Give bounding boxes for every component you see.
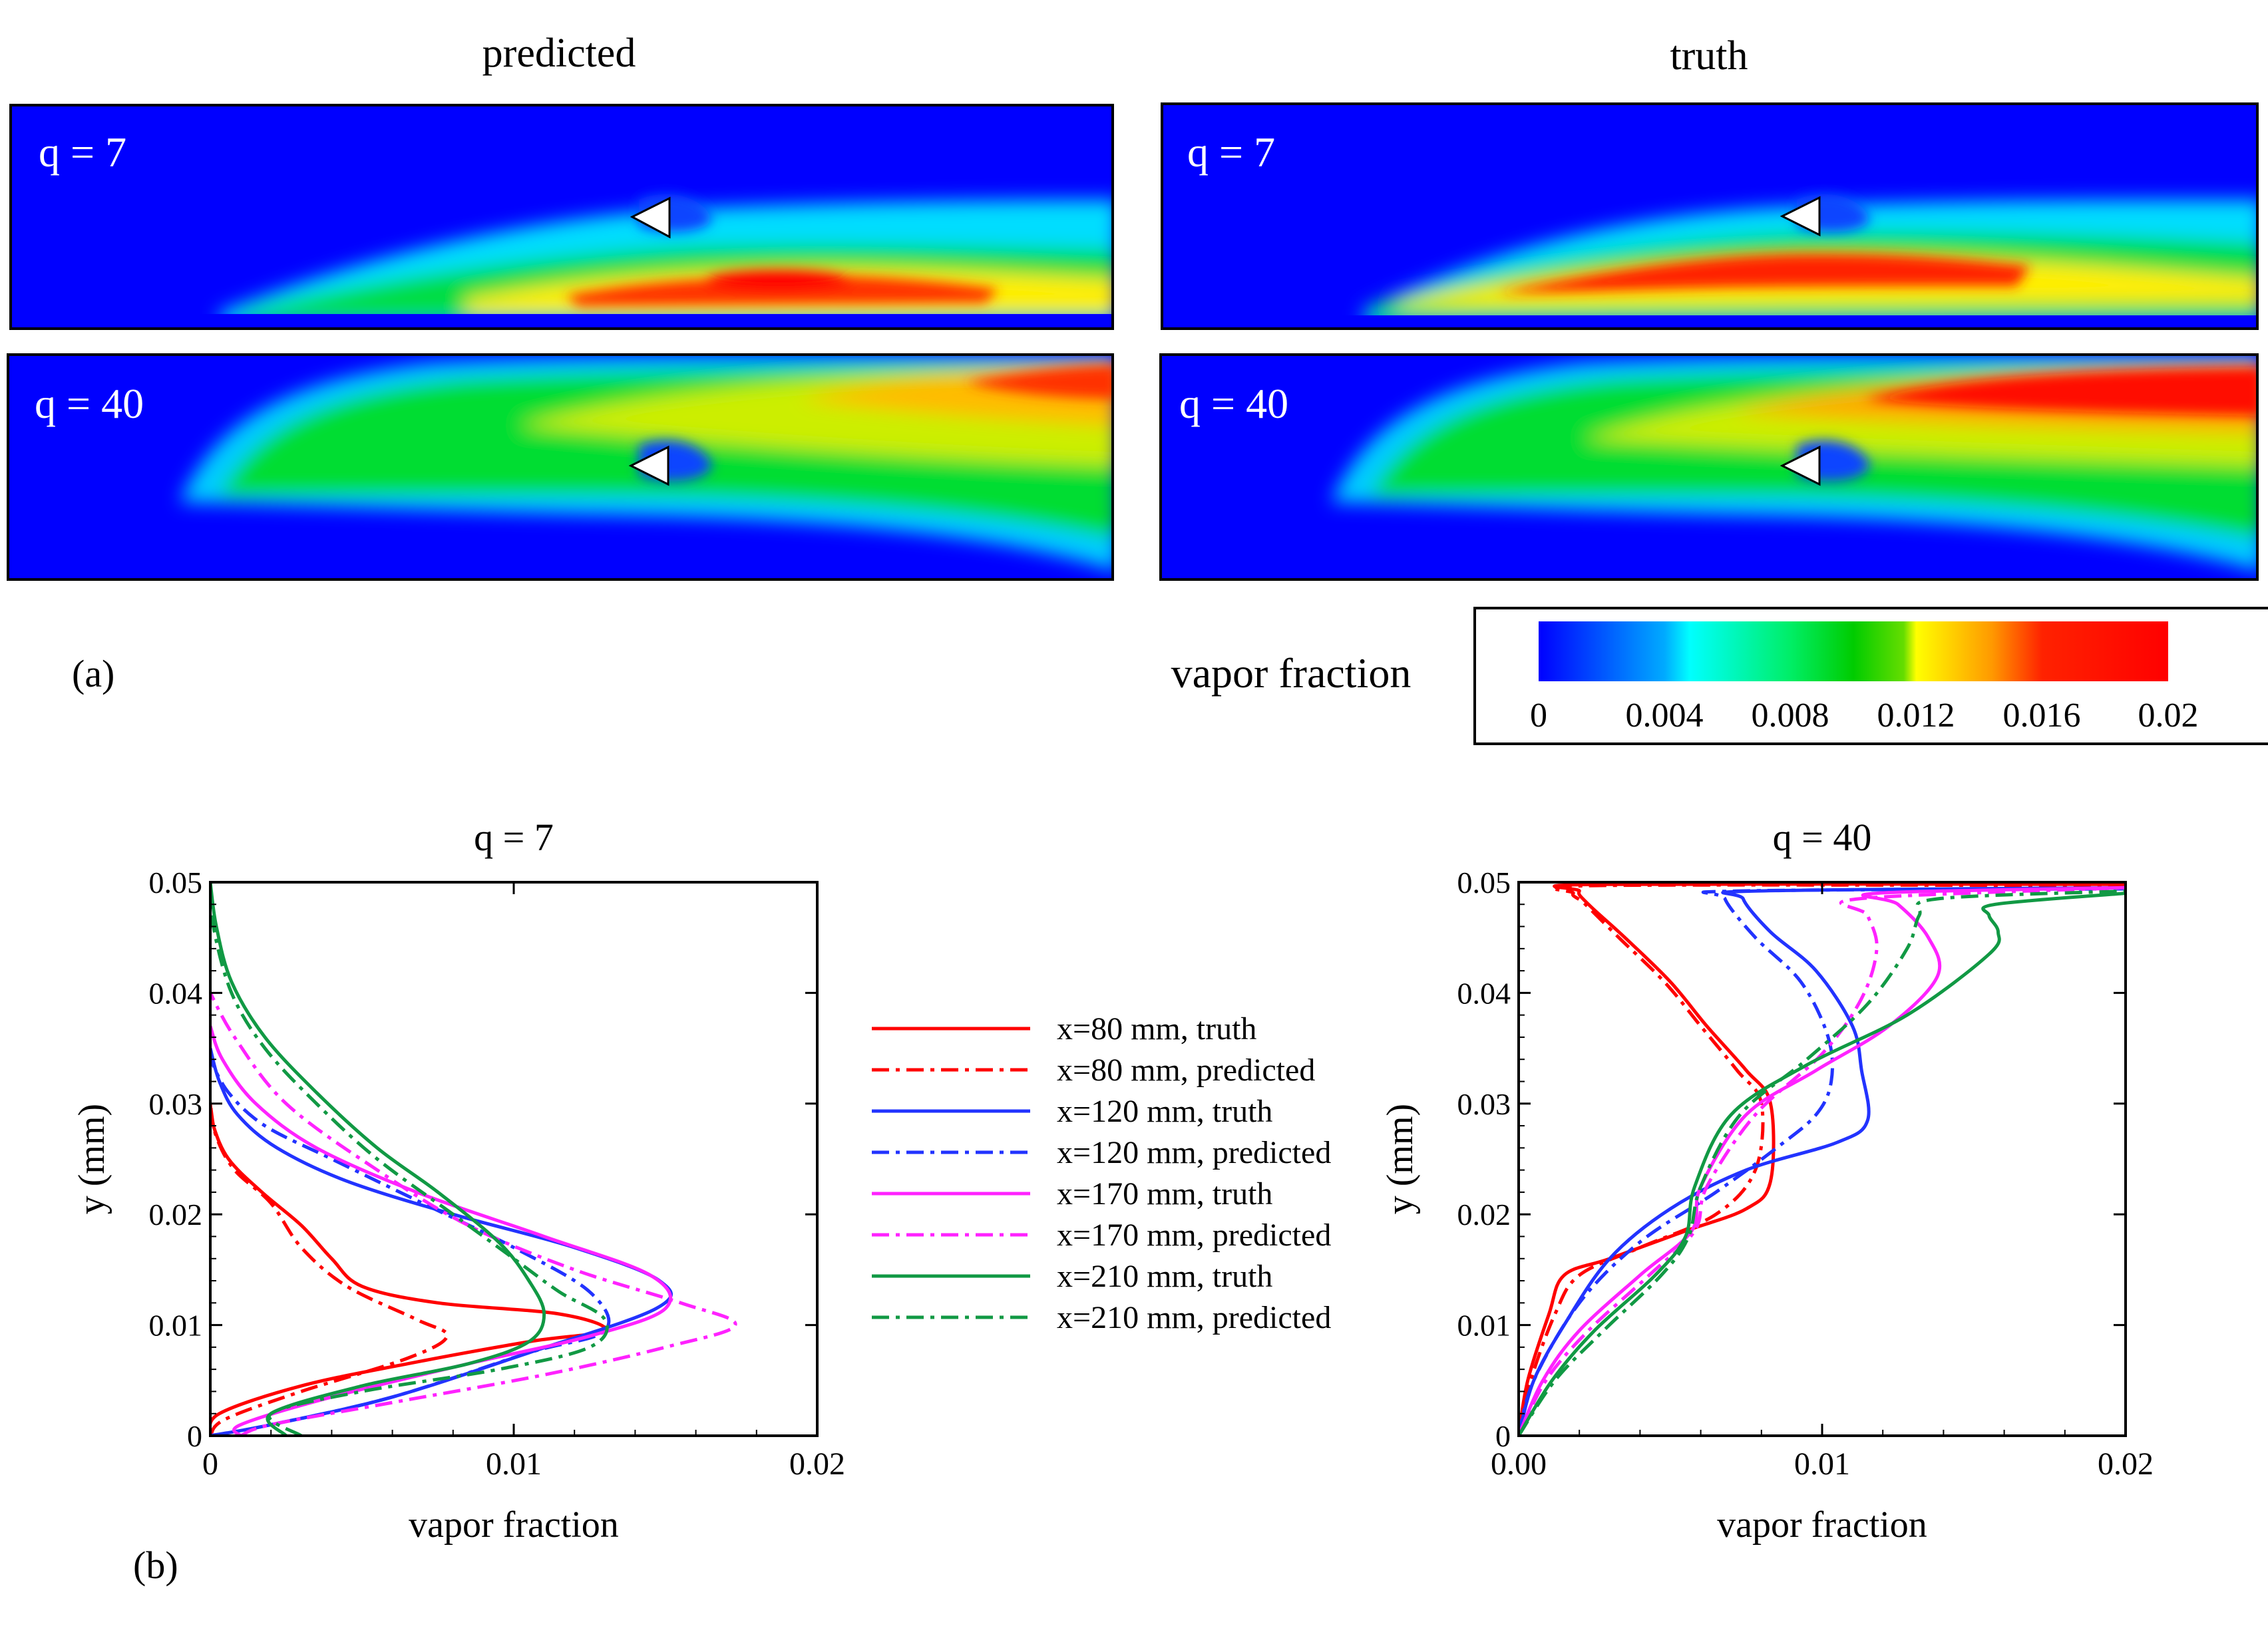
y-tick-label: 0.04 xyxy=(149,976,203,1010)
legend-label: x=210 mm, truth xyxy=(1057,1259,1272,1294)
y-tick-label: 0 xyxy=(1495,1419,1511,1453)
x-tick-label: 0.02 xyxy=(2098,1446,2154,1482)
contour-label: q = 40 xyxy=(35,380,144,427)
contour-label: q = 7 xyxy=(39,128,126,176)
y-tick-label: 0.03 xyxy=(149,1087,203,1121)
contour-predicted-q40 xyxy=(8,355,1113,579)
legend: x=80 mm, truth x=80 mm, predicted x=120 mm… xyxy=(872,1011,1331,1335)
series-line xyxy=(210,1103,449,1436)
colorbar-tick: 0.02 xyxy=(2138,697,2199,735)
colorbar-tick: 0.012 xyxy=(1877,697,1955,735)
legend-label: x=80 mm, truth xyxy=(1057,1011,1256,1047)
x-tick-label: 0 xyxy=(202,1446,218,1482)
y-tick-label: 0.03 xyxy=(1457,1087,1511,1121)
series-line xyxy=(210,1025,673,1436)
contour-frame xyxy=(9,104,1114,330)
series-group xyxy=(210,882,737,1436)
series-line xyxy=(210,1103,608,1436)
cylinder-obstacle xyxy=(630,196,671,239)
series-line xyxy=(1519,886,2126,1436)
series-line xyxy=(210,882,546,1436)
series-line xyxy=(1519,883,2126,1436)
chart-title: q = 7 xyxy=(474,816,554,859)
series-group xyxy=(1519,882,2126,1436)
x-tick-label: 0.01 xyxy=(486,1446,542,1482)
plot-frame xyxy=(1517,881,2127,1437)
series-line xyxy=(1519,886,2126,1436)
col-title-truth: truth xyxy=(1670,33,1748,79)
panel-a-label: (a) xyxy=(72,652,114,695)
legend-label: x=170 mm, predicted xyxy=(1057,1218,1331,1253)
y-tick-label: 0.04 xyxy=(1457,976,1511,1010)
y-tick-label: 0.02 xyxy=(1457,1198,1511,1231)
colorbar-tick: 0.004 xyxy=(1626,697,1704,735)
cylinder-obstacle xyxy=(628,445,669,486)
legend-label: x=210 mm, predicted xyxy=(1057,1300,1331,1335)
contour-truth-q40 xyxy=(1161,355,2257,579)
legend-label: x=80 mm, predicted xyxy=(1057,1053,1315,1088)
contour-label: q = 7 xyxy=(1187,128,1275,176)
colorbar-tick: 0.016 xyxy=(2003,697,2081,735)
panel-b-label: (b) xyxy=(133,1544,178,1587)
legend-label: x=170 mm, truth xyxy=(1057,1176,1272,1212)
series-line xyxy=(210,992,737,1436)
contour-label: q = 40 xyxy=(1179,380,1288,427)
y-tick-label: 0.02 xyxy=(149,1198,203,1231)
x-axis-label: vapor fraction xyxy=(1717,1504,1927,1546)
col-title-predicted: predicted xyxy=(482,31,636,76)
colorbar-title: vapor fraction xyxy=(1171,649,1412,697)
legend-label: x=120 mm, predicted xyxy=(1057,1135,1331,1170)
series-line xyxy=(1519,892,2126,1436)
y-tick-label: 0 xyxy=(187,1419,202,1453)
colorbar xyxy=(1539,621,2168,681)
series-line xyxy=(210,1059,611,1436)
cylinder-obstacle xyxy=(1780,445,1821,486)
series-line xyxy=(1519,889,2126,1436)
contour-predicted-q7 xyxy=(11,105,1113,329)
contour-frame xyxy=(1159,353,2259,581)
y-tick-label: 0.01 xyxy=(1457,1309,1511,1343)
x-tick-label: 0.00 xyxy=(1491,1446,1547,1482)
series-line xyxy=(210,882,609,1436)
legend-label: x=120 mm, truth xyxy=(1057,1094,1272,1129)
colorbar-tick: 0 xyxy=(1530,697,1547,735)
y-axis-label: y (mm) xyxy=(71,1104,112,1214)
chart-q40: 0.00 0.01 0.02 0 0.01 0.02 0.03 0.04 0.05 q = 40 v… xyxy=(1380,816,2154,1546)
y-tick-label: 0.05 xyxy=(149,866,203,900)
x-axis-label: vapor fraction xyxy=(409,1504,619,1546)
series-line xyxy=(1519,882,2126,1436)
contour-frame xyxy=(1161,102,2259,330)
cylinder-obstacle xyxy=(1780,196,1821,237)
contour-frame xyxy=(7,353,1114,581)
series-line xyxy=(1519,887,2126,1436)
contour-truth-q7 xyxy=(1162,104,2257,329)
y-axis-label: y (mm) xyxy=(1380,1104,1421,1214)
y-tick-label: 0.01 xyxy=(149,1309,203,1343)
colorbar-tick: 0.008 xyxy=(1752,697,1829,735)
series-line xyxy=(1519,886,2126,1436)
x-tick-label: 0.01 xyxy=(1794,1446,1850,1482)
colorbar-ticks: 0 0.004 0.008 0.012 0.016 0.02 xyxy=(1530,697,2199,735)
y-tick-label: 0.05 xyxy=(1457,866,1511,900)
chart-q7: 0 0.01 0.02 0 0.01 0.02 0.03 0.04 0.05 q = 7 vapor… xyxy=(71,816,845,1546)
chart-title: q = 40 xyxy=(1773,816,1872,859)
x-tick-label: 0.02 xyxy=(789,1446,845,1482)
